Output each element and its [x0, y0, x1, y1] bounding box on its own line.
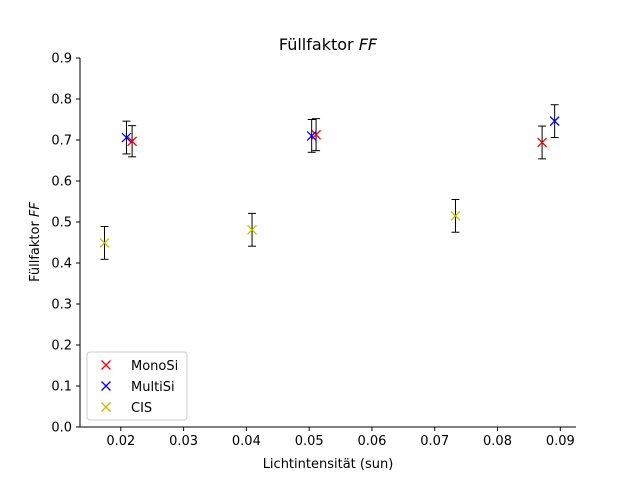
axes	[79, 58, 576, 428]
chart-title: Füllfaktor FF	[279, 35, 378, 54]
y-tick-label: 0.2	[51, 339, 72, 354]
legend-marker-cis	[101, 402, 111, 412]
legend-label-monosi: MonoSi	[131, 359, 178, 374]
x-tick-label: 0.08	[483, 434, 512, 449]
marker-cis	[247, 224, 257, 235]
legend-label-cis: CIS	[131, 401, 152, 416]
marker-multisi	[306, 130, 317, 141]
x-tick-label: 0.07	[420, 434, 449, 449]
x-tick-label: 0.03	[169, 434, 198, 449]
legend-box	[86, 351, 188, 421]
y-tick-label: 0.4	[51, 257, 72, 272]
y-axis-label-text: Füllfaktor	[28, 221, 43, 282]
y-tick-label: 0.8	[51, 93, 72, 108]
marker-monosi	[127, 136, 138, 147]
y-tick-label: 0.0	[51, 421, 72, 436]
legend-marker-monosi	[101, 360, 111, 370]
y-tick-label: 0.3	[51, 298, 72, 313]
y-axis-label: Füllfaktor FF	[28, 202, 43, 282]
x-tick-label: 0.09	[546, 434, 575, 449]
y-tick-label: 0.7	[51, 134, 72, 149]
y-axis-label-symbol: FF	[28, 202, 43, 217]
chart-title-text: Füllfaktor	[279, 35, 354, 54]
y-tick-label: 0.1	[51, 380, 72, 395]
y-tick-label: 0.5	[51, 216, 72, 231]
x-tick-label: 0.05	[295, 434, 324, 449]
legend: MonoSi MultiSi CIS	[86, 351, 188, 421]
plot-area	[99, 104, 560, 260]
ticks: 0.02 0.03 0.04 0.05 0.06 0.07 0.08 0.09 0.0 0.1 0.…	[51, 52, 574, 450]
legend-marker-multisi	[101, 381, 111, 391]
x-tick-label: 0.02	[106, 434, 135, 449]
legend-label-multisi: MultiSi	[131, 380, 175, 395]
y-tick-label: 0.6	[51, 175, 72, 190]
x-tick-label: 0.06	[357, 434, 386, 449]
marker-monosi	[537, 137, 548, 148]
marker-multisi	[549, 116, 560, 127]
marker-cis	[99, 237, 110, 248]
x-axis-label: Lichtintensität (sun)	[263, 457, 394, 472]
marker-multisi	[121, 132, 132, 143]
y-tick-label: 0.9	[51, 52, 72, 67]
chart-title-symbol: FF	[359, 35, 378, 54]
x-tick-label: 0.04	[232, 434, 261, 449]
marker-cis	[450, 210, 461, 221]
